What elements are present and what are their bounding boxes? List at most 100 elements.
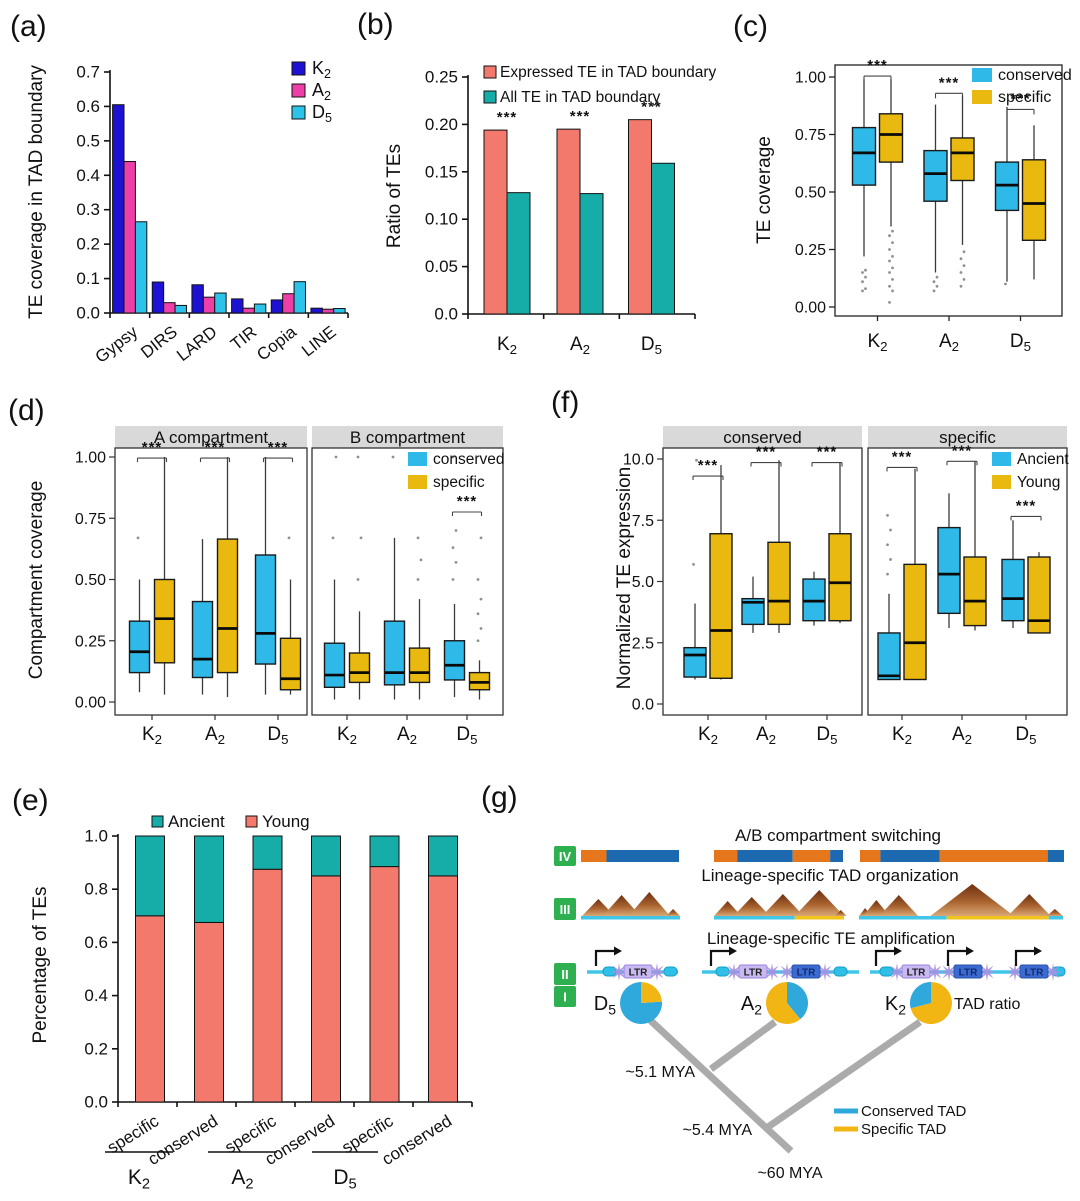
svg-text:A/B compartment switching: A/B compartment switching [735, 826, 941, 845]
svg-text:***: *** [570, 108, 591, 125]
svg-text:0.25: 0.25 [795, 242, 826, 259]
svg-text:D5: D5 [267, 724, 288, 747]
svg-text:0.3: 0.3 [76, 200, 100, 219]
svg-text:***: *** [939, 74, 960, 91]
svg-text:K2: K2 [698, 724, 718, 747]
tad-triangles [581, 884, 1063, 920]
svg-text:***: *** [892, 448, 913, 465]
svg-text:0.6: 0.6 [76, 97, 100, 116]
svg-text:Lineage-specific TAD organizat: Lineage-specific TAD organization [701, 866, 958, 885]
svg-text:***: *** [952, 442, 973, 459]
panel-letter-g: (g) [481, 781, 518, 814]
svg-text:***: *** [268, 439, 289, 456]
boxes-layer [851, 79, 1047, 304]
panel-b-grouped-bar-chart: Ratio of TEs 0.0 0.05 0.10 0.15 0.20 0.25 K2 A2 D… [384, 64, 717, 357]
svg-text:K2: K2 [142, 724, 162, 747]
te-gene-models: LTR LTR LTR LTR LTR LTR [587, 946, 1066, 981]
svg-text:Compartment coverage: Compartment coverage [26, 481, 47, 680]
svg-text:***: *** [1010, 90, 1031, 107]
svg-text:K2: K2 [885, 993, 906, 1017]
svg-text:A2: A2 [312, 80, 331, 103]
svg-text:Specific TAD: Specific TAD [861, 1121, 946, 1138]
svg-text:***: *** [867, 57, 888, 74]
legend: conserved specific [972, 67, 1072, 106]
svg-text:~60 MYA: ~60 MYA [757, 1165, 822, 1182]
svg-text:D5: D5 [456, 724, 477, 747]
svg-text:0.75: 0.75 [75, 511, 106, 528]
svg-text:Young: Young [262, 812, 310, 831]
svg-text:0.50: 0.50 [75, 572, 106, 589]
svg-text:D5: D5 [641, 334, 662, 357]
svg-text:D5: D5 [594, 993, 616, 1017]
svg-text:Conserved TAD: Conserved TAD [861, 1103, 966, 1120]
panel-a: TE coverage in TAD boundary 0.0 0.1 0.2 0.3 0… [26, 58, 349, 367]
svg-text:0.00: 0.00 [795, 300, 826, 317]
tad-ratio-pies: D5 A2 K2 TAD ratio [594, 982, 1020, 1024]
svg-text:0.4: 0.4 [84, 986, 108, 1005]
svg-text:A compartment: A compartment [154, 428, 269, 447]
svg-text:0.1: 0.1 [76, 269, 100, 288]
boxes-layer [683, 458, 852, 680]
svg-text:B compartment: B compartment [350, 428, 466, 447]
svg-text:0.25: 0.25 [425, 68, 458, 87]
svg-text:0.10: 0.10 [425, 210, 458, 229]
svg-text:LTR: LTR [797, 968, 816, 979]
svg-text:Ancient: Ancient [1017, 451, 1069, 468]
svg-text:0.7: 0.7 [76, 63, 100, 82]
panel-c-boxplot: TE coverage 0.00 0.25 0.50 0.75 1.00 K2 A2 D5 ***… [754, 57, 1072, 354]
svg-text:specific: specific [939, 428, 996, 447]
svg-text:D5: D5 [333, 1166, 356, 1193]
svg-text:Gypsy: Gypsy [92, 322, 142, 367]
svg-text:Lineage-specific TE amplificat: Lineage-specific TE amplification [707, 929, 955, 948]
svg-text:Ratio of TEs: Ratio of TEs [384, 144, 405, 248]
panel-a-grouped-bar-chart: TE coverage in TAD boundary 0.0 0.1 0.2 0.3 0… [26, 58, 349, 367]
boxes-layer [128, 457, 302, 698]
bars-layer [112, 104, 346, 314]
svg-text:K2: K2 [867, 331, 887, 354]
svg-text:A2: A2 [756, 724, 776, 747]
svg-text:0.2: 0.2 [84, 1039, 108, 1058]
svg-text:All TE in TAD boundary: All TE in TAD boundary [500, 89, 660, 106]
svg-text:K2: K2 [337, 724, 357, 747]
panel-c: TE coverage 0.00 0.25 0.50 0.75 1.00 K2 A2 D5 ***… [754, 57, 1072, 354]
legend: conserved specific [408, 451, 505, 491]
svg-text:LTR: LTR [1025, 968, 1044, 979]
svg-text:K2: K2 [892, 724, 912, 747]
panel-letter-b: (b) [357, 8, 394, 41]
svg-text:conserved: conserved [723, 428, 801, 447]
boxes-layer [323, 455, 491, 700]
svg-text:LARD: LARD [173, 322, 220, 365]
panel-d-faceted-boxplot: Compartment coverage A compartment 0.00 0.2… [26, 426, 505, 747]
svg-text:***: *** [641, 99, 662, 116]
svg-text:III: III [560, 902, 571, 917]
panel-g: A/B compartment switching Lineage-specifi… [554, 826, 1066, 1182]
panel-letter-f: (f) [551, 386, 580, 419]
phylogenetic-tree: ~5.1 MYA ~5.4 MYA ~60 MYA [625, 1017, 922, 1182]
svg-text:Young: Young [1017, 474, 1060, 491]
svg-text:***: *** [817, 444, 838, 461]
svg-text:A2: A2 [570, 334, 590, 357]
svg-text:Expressed TE in TAD boundary: Expressed TE in TAD boundary [500, 64, 717, 81]
svg-text:specific: specific [998, 89, 1051, 106]
svg-text:TE coverage: TE coverage [754, 136, 775, 244]
svg-text:0.15: 0.15 [425, 162, 458, 181]
panel-letter-e: (e) [12, 784, 49, 817]
panel-letter-d: (d) [8, 394, 45, 427]
svg-text:D5: D5 [312, 102, 332, 125]
svg-text:0.8: 0.8 [84, 880, 108, 899]
svg-text:~5.4 MYA: ~5.4 MYA [682, 1122, 752, 1139]
svg-text:D5: D5 [1010, 331, 1031, 354]
svg-text:10.0: 10.0 [623, 452, 654, 469]
svg-text:A2: A2 [397, 724, 417, 747]
svg-text:0.5: 0.5 [76, 131, 100, 150]
svg-text:***: *** [756, 444, 777, 461]
legend: Ancient Young [151, 812, 310, 831]
svg-text:Ancient: Ancient [168, 812, 225, 831]
panel-f-faceted-boxplot: Normalized TE expression conserved 0.0 2.5 5… [614, 426, 1069, 747]
svg-text:IV: IV [559, 849, 572, 864]
panel-b: Ratio of TEs 0.0 0.05 0.10 0.15 0.20 0.25 K2 A2 D… [384, 64, 717, 357]
svg-text:0.4: 0.4 [76, 166, 100, 185]
svg-text:A2: A2 [952, 724, 972, 747]
